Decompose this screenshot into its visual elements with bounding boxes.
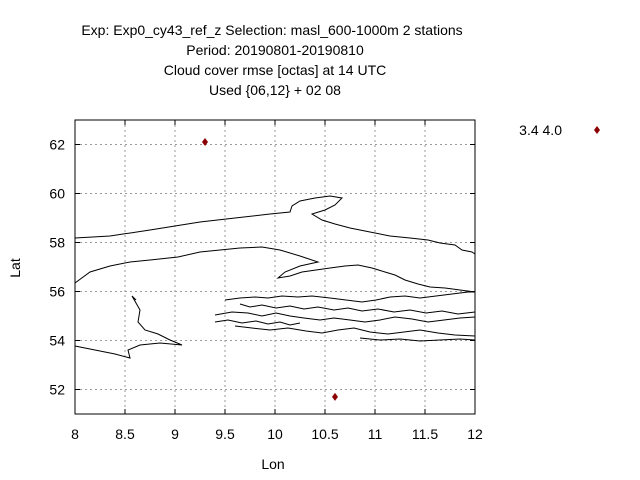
y-tick-label: 62 xyxy=(49,137,65,153)
station-point xyxy=(202,138,208,147)
coastline-southwest xyxy=(74,295,183,359)
x-tick-label: 9.5 xyxy=(215,426,235,442)
y-axis-label: Lat xyxy=(7,258,23,278)
y-tick-label: 52 xyxy=(49,382,65,398)
coastline-west xyxy=(74,246,476,293)
chart-title-line-4: Used {06,12} + 02 08 xyxy=(209,82,341,98)
x-tick-label: 8 xyxy=(71,426,79,442)
coastline-north xyxy=(74,195,476,255)
coastline-islands-4 xyxy=(239,303,476,315)
x-tick-label: 9 xyxy=(171,426,179,442)
y-tick-label: 54 xyxy=(49,333,65,349)
legend-label: 3.4 4.0 xyxy=(519,122,562,138)
x-tick-label: 12 xyxy=(467,426,483,442)
chart-title-line-2: Period: 20190801-20190810 xyxy=(186,42,364,58)
x-tick-label: 10.5 xyxy=(311,426,338,442)
axis-ticks xyxy=(74,120,476,414)
legend-marker xyxy=(594,126,600,134)
x-tick-label: 10 xyxy=(267,426,283,442)
x-tick-label: 11 xyxy=(368,426,383,442)
coastline-south xyxy=(359,337,476,342)
coastline-islands-5 xyxy=(214,319,301,326)
chart-title-line-1: Exp: Exp0_cy43_ref_z Selection: masl_600… xyxy=(81,22,462,38)
y-tick-label: 60 xyxy=(49,186,65,202)
coastline-islands-3 xyxy=(234,325,476,337)
coastline xyxy=(74,195,476,359)
y-tick-labels: 52 54 56 58 60 62 xyxy=(49,137,65,398)
x-axis-label: Lon xyxy=(261,456,284,472)
data-points xyxy=(202,138,338,401)
x-tick-label: 11.5 xyxy=(412,426,438,442)
x-tick-label: 8.5 xyxy=(115,426,135,442)
coastline-islands-2 xyxy=(214,311,476,323)
legend: 3.4 4.0 xyxy=(519,122,600,138)
chart-title-line-3: Cloud cover rmse [octas] at 14 UTC xyxy=(164,62,387,78)
x-tick-labels: 8 8.5 9 9.5 10 10.5 11 11.5 12 xyxy=(71,426,483,442)
y-tick-label: 58 xyxy=(49,235,65,251)
station-point xyxy=(332,392,338,401)
coastline-islands xyxy=(224,291,475,303)
y-tick-label: 56 xyxy=(49,284,65,300)
grid xyxy=(75,120,475,414)
